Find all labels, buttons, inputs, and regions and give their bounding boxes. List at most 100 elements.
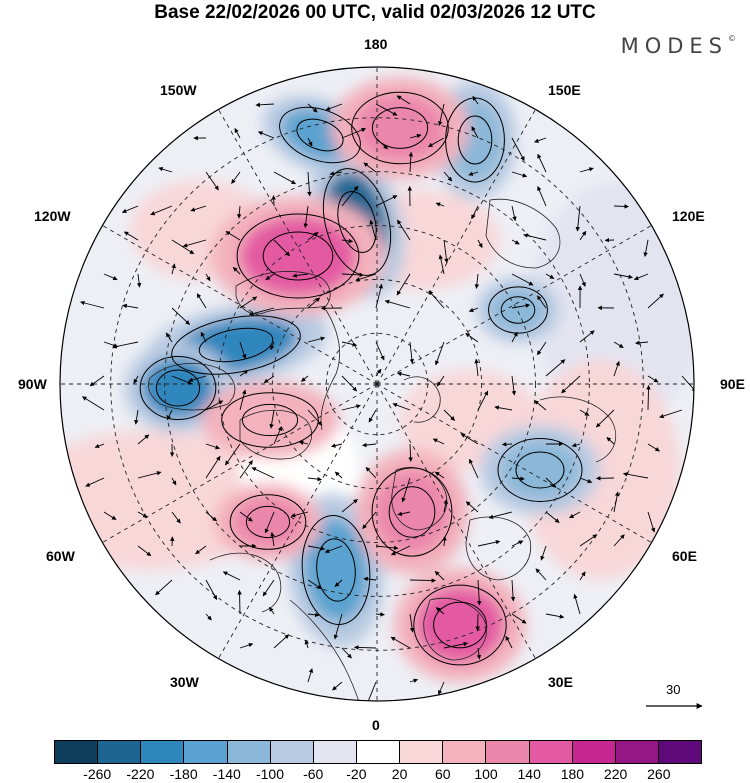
wind-arrow [436, 375, 445, 387]
wind-arrow [643, 239, 649, 257]
height-contour [316, 538, 356, 602]
wind-arrow [511, 540, 524, 547]
polar-map [59, 66, 695, 702]
height-contour [500, 296, 536, 324]
wind-arrow [396, 273, 411, 296]
meridian [218, 109, 378, 385]
wind-arrow [273, 426, 282, 445]
reference-vector: 30 [644, 682, 708, 712]
wind-arrow [409, 341, 415, 364]
colorbar-bin [55, 741, 99, 763]
height-contour [198, 327, 274, 363]
wind-arrow [432, 438, 445, 445]
wind-arrow [659, 409, 683, 419]
latitude-circle [164, 171, 590, 597]
lon-label-150w: 150W [160, 82, 197, 98]
contour-lines [139, 91, 583, 666]
wind-arrow [239, 341, 247, 360]
meridian [376, 383, 652, 543]
wind-arrow [511, 613, 527, 624]
anomaly-center [303, 518, 369, 622]
wind-arrow [158, 166, 173, 173]
wind-arrow [234, 128, 241, 139]
wind-arrow [307, 103, 318, 113]
wind-arrow [304, 639, 309, 649]
height-contour [371, 467, 453, 557]
wind-arrow [182, 239, 207, 248]
height-contour [155, 369, 201, 407]
wind-arrow [263, 375, 275, 384]
wind-arrow [355, 273, 377, 282]
height-contour [221, 392, 319, 448]
wind-arrow [561, 375, 581, 394]
wind-arrow [510, 579, 516, 602]
colorbar-tick-label: -100 [255, 766, 285, 782]
wind-arrow [303, 205, 309, 229]
wind-arrow [368, 409, 377, 423]
wind-arrow [579, 477, 593, 484]
wind-arrow [409, 678, 419, 683]
wind-arrow [137, 471, 162, 479]
wind-arrow [613, 204, 629, 209]
wind-arrow [171, 307, 190, 325]
wind-arrow [341, 375, 358, 392]
wind-arrow [511, 303, 531, 309]
wind-arrow [468, 171, 479, 176]
wind-arrow [237, 205, 242, 219]
anomaly-center [500, 440, 580, 500]
height-contour [413, 584, 507, 666]
colorbar-bin [356, 741, 401, 763]
wind-arrow [205, 443, 221, 450]
wind-arrow [307, 297, 321, 309]
colorbar-tick-label: -180 [169, 766, 198, 782]
wind-arrow [505, 635, 513, 649]
wind-arrow [443, 409, 456, 421]
wind-arrow [536, 341, 547, 356]
wind-arrow [595, 409, 615, 428]
wind-arrow [397, 511, 411, 517]
wind-arrow [171, 511, 181, 524]
wind-arrow [472, 95, 479, 105]
wind-arrow [273, 634, 290, 649]
wind-arrow [264, 511, 275, 534]
lon-label-60w: 60W [46, 548, 75, 564]
wind-arrow [435, 202, 445, 207]
lon-label-90w: 90W [18, 376, 47, 392]
wind-arrow [545, 359, 566, 377]
wind-arrow [613, 534, 625, 547]
wind-arrow [200, 331, 207, 343]
wind-arrow [501, 442, 513, 447]
wind-arrow [269, 409, 275, 429]
lon-label-30w: 30W [170, 674, 199, 690]
wind-arrow [545, 511, 560, 523]
wind-vectors [80, 95, 694, 701]
wind-arrow [290, 511, 309, 518]
height-contour [488, 286, 548, 334]
anomaly-center [490, 288, 546, 332]
wind-arrow [89, 375, 105, 387]
wind-arrow [103, 511, 117, 520]
wind-arrow [647, 375, 659, 383]
wind-arrow [225, 231, 241, 241]
wind-arrow [545, 477, 557, 488]
wind-arrow [477, 390, 489, 411]
wind-arrow [540, 545, 547, 561]
colorbar-tick-label: -220 [126, 766, 155, 782]
wind-arrow [94, 443, 105, 449]
wind-arrow [606, 436, 615, 445]
wind-arrow [622, 472, 649, 479]
wind-arrow [205, 511, 217, 522]
colorbar-tick-label: 220 [603, 766, 628, 782]
wind-arrow [133, 375, 139, 384]
map-boundary [59, 66, 695, 702]
wind-arrow [474, 273, 480, 289]
wind-arrow [222, 571, 241, 581]
wind-arrow [362, 511, 377, 530]
wind-arrow [205, 273, 211, 282]
wind-arrow [225, 443, 241, 466]
wind-arrow [205, 579, 218, 600]
wind-arrow [341, 127, 367, 139]
wind-arrow [171, 263, 176, 275]
lon-label-90e: 90E [720, 376, 745, 392]
colorbar-bin [486, 741, 530, 763]
